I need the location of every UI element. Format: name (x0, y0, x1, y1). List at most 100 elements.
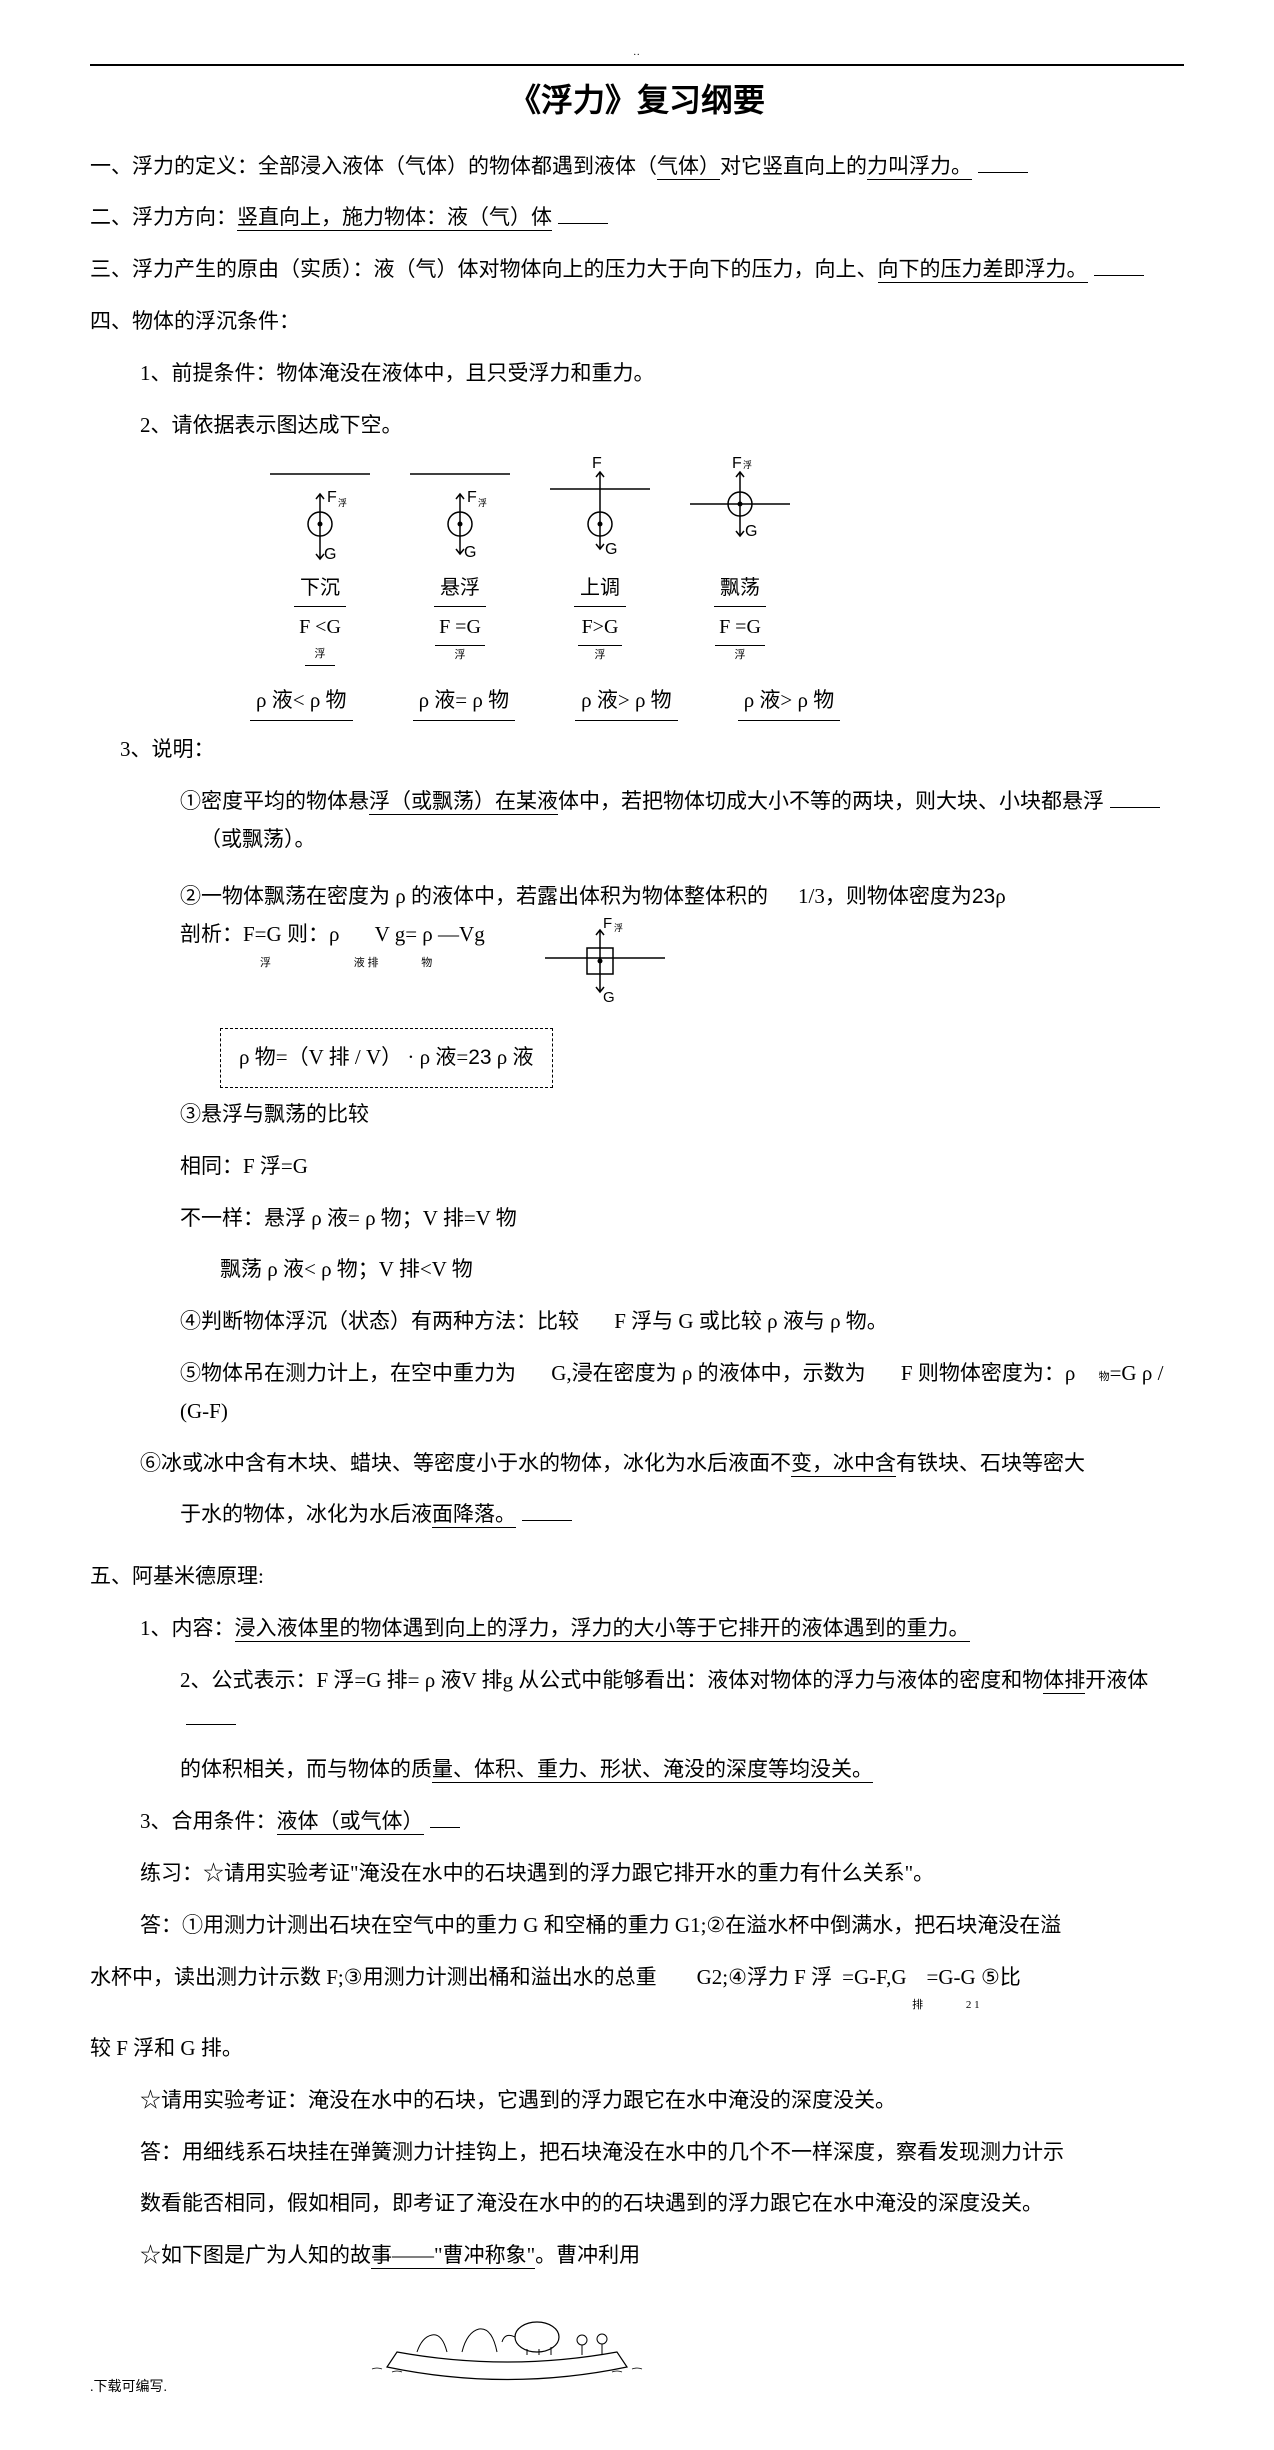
state-label: 悬浮 (434, 570, 486, 607)
section-5-3: 3、合用条件：液体（或气体） (90, 1803, 1184, 1841)
text: ρ (995, 878, 1005, 916)
svg-text:浮: 浮 (478, 497, 487, 508)
rise-svg: F G (550, 454, 650, 564)
text: ρ 液 (492, 1045, 534, 1069)
density-relations: ρ 液< ρ 物 ρ 液= ρ 物 ρ 液> ρ 物 ρ 液> ρ 物 (190, 682, 1184, 721)
note-4: ④判断物体浮沉（状态）有两种方法：比较 F 浮与 G 或比较 ρ 液与 ρ 物。 (90, 1303, 1184, 1341)
underline-text: 竖直向上，施力物体：液（气）体 (237, 205, 552, 231)
diagram-float: F浮 G 飘荡 F =G 浮 (690, 454, 790, 666)
text: 开液体 (1085, 1668, 1148, 1692)
text: 2、公式表示：F 浮=G 排= ρ 液V 排g 从公式中能够看出：液体对物体的浮… (180, 1668, 1043, 1692)
svg-text:F: F (327, 489, 337, 506)
text: 的体积相关，而与物体的质 (180, 1757, 432, 1781)
state-label: 飘荡 (714, 570, 766, 607)
svg-text:G: G (603, 989, 615, 1006)
text: =G ρ / (1110, 1361, 1164, 1385)
text: ⑥冰或冰中含有木块、蜡块、等密度小于水的物体，冰化为水后液面不 (140, 1451, 791, 1475)
text: 2、请依据表示图达成下空。 (140, 407, 403, 445)
underline-text: 浮（或飘荡）在某液 (369, 789, 558, 815)
state-sub: 浮 (595, 646, 606, 666)
svg-text:F: F (592, 455, 602, 472)
underline-text: 向下的压力差即浮 (878, 257, 1046, 283)
text: 体中，若把物体切成大小不等的两块，则大块、小块都悬浮 (558, 789, 1104, 813)
section-4-3: 3、说明： (90, 731, 1184, 769)
answer-1: 答：①用测力计测出石块在空气中的重力 G 和空桶的重力 G1;②在溢水杯中倒满水… (90, 1907, 1184, 1945)
underline-text: 面降落。 (432, 1502, 516, 1528)
svg-text:F: F (467, 489, 477, 506)
blank-underline (1094, 275, 1144, 276)
blank-underline (558, 223, 608, 224)
footer-text: .下载可编写. (90, 2375, 167, 2400)
text: =G-G ⑤比 (927, 1959, 1021, 1997)
text: 剖析：F=G 则：ρ (180, 922, 339, 946)
state-sub: 浮 (455, 646, 466, 666)
underline-text: 液体（或气体） (277, 1809, 424, 1835)
text: 水杯中，读出测力计示数 F;③用测力计测出桶和溢出水的总重 (90, 1959, 657, 2017)
state-sub: 浮 (735, 646, 746, 666)
answer-3: 较 F 浮和 G 排。 (90, 2030, 1184, 2068)
text: F 浮与 G 或比较 ρ 液与 ρ 物。 (614, 1309, 888, 1333)
sub: 2 1 (966, 1999, 980, 2011)
answer-2: 水杯中，读出测力计示数 F;③用测力计测出桶和溢出水的总重 G2;④浮力 F 浮… (90, 1959, 1184, 2017)
page-title: 《浮力》复习纲要 (90, 72, 1184, 130)
caochong-illustration (367, 2297, 647, 2400)
sub: 液 排 (354, 957, 379, 969)
text: 于水的物体，冰化为水后液 (180, 1502, 432, 1526)
svg-text:G: G (464, 544, 476, 561)
blank-underline (522, 1520, 572, 1521)
rho-rel: ρ 液> ρ 物 (738, 682, 841, 721)
answer-4: 答：用细线系石块挂在弹簧测力计挂钩上，把石块淹没在水中的几个不一样深度，察看发现… (90, 2134, 1184, 2172)
text: ρ 物=（V 排 / V） · ρ 液= (239, 1045, 468, 1069)
text: 3、合用条件： (140, 1809, 277, 1833)
note-5: ⑤物体吊在测力计上，在空中重力为 G,浸在密度为 ρ 的液体中，示数为 F 则物… (90, 1355, 1184, 1431)
blank-underline (1110, 807, 1160, 808)
sub: 排 (912, 1999, 923, 2011)
text: =G-F,G (842, 1959, 906, 1997)
section-4-2: 2、请依据表示图达成下空。 (90, 407, 1184, 445)
header-rule (90, 64, 1184, 66)
note-3a: 相同：F 浮=G (90, 1148, 1184, 1186)
diagram-sink: F浮 G 下沉 F <G 浮 (270, 454, 370, 666)
text: F 则物体密度为：ρ (901, 1361, 1075, 1385)
text: ②一物体飘荡在密度为 ρ 的液体中，若露出体积为物体整体积的 (180, 878, 768, 916)
sub: 物 (421, 957, 432, 969)
svg-text:G: G (605, 541, 617, 558)
sub: 浮 (260, 957, 271, 969)
text: (G-F) (180, 1399, 228, 1423)
note-3b: 不一样：悬浮 ρ 液= ρ 物；V 排=V 物 (90, 1200, 1184, 1238)
text: 1/3，则物体密度为 (798, 878, 972, 916)
note-6: ⑥冰或冰中含有木块、蜡块、等密度小于水的物体，冰化为水后液面不变，冰中含有铁块、… (90, 1445, 1184, 1483)
section-5-2: 2、公式表示：F 浮=G 排= ρ 液V 排g 从公式中能够看出：液体对物体的浮… (90, 1662, 1184, 1738)
sink-svg: F浮 G (270, 454, 370, 564)
exercise-1: 练习：☆请用实验考证"淹没在水中的石块遇到的浮力跟它排开水的重力有什么关系"。 (90, 1855, 1184, 1893)
float-svg: F浮 G (690, 454, 790, 564)
text: 三、浮力产生的原由（实质）：液（气）体对物体向上的压力大于向下的压力，向上、 (90, 257, 878, 281)
svg-text:G: G (324, 546, 336, 563)
illustration-svg (367, 2297, 647, 2387)
underline-text: 量、体积、重力、形状、淹没的深度等均没关。 (432, 1757, 873, 1783)
rho-rel: ρ 液< ρ 物 (250, 682, 353, 721)
text: ⑤物体吊在测力计上，在空中重力为 (180, 1361, 516, 1385)
blank-underline (978, 172, 1028, 173)
state-label: 下沉 (294, 570, 346, 607)
blank-underline (186, 1724, 236, 1725)
state-relation: F <G (299, 609, 341, 645)
sub: 物 (1099, 1371, 1110, 1383)
answer-5: 数看能否相同，假如相同，即考证了淹没在水中的的石块遇到的浮力跟它在水中淹没的深度… (90, 2185, 1184, 2223)
svg-text:F: F (732, 455, 742, 472)
state-label: 上调 (574, 570, 626, 607)
section-2: 二、浮力方向：竖直向上，施力物体：液（气）体 (90, 199, 1184, 237)
underline-text: 力叫浮力。 (867, 154, 972, 180)
section-4-1: 1、前提条件：物体淹没在液体中，且只受浮力和重力。 (90, 355, 1184, 393)
underline-text: 力。 (1046, 257, 1088, 283)
diagram-rise: F G 上调 F>G 浮 (550, 454, 650, 666)
dash-box-wrap: ρ 物=（V 排 / V） · ρ 液=23 ρ 液 (90, 1020, 1184, 1096)
blank-underline (430, 1827, 460, 1828)
svg-text:浮: 浮 (743, 459, 752, 470)
underline-text: 体排 (1043, 1668, 1085, 1694)
underline-text: 气体） (657, 154, 720, 180)
text: ☆如下图是广为人知的故 (140, 2243, 371, 2267)
text: 一、浮力的定义：全部浸入液体（气体）的物体都遇到液体（ (90, 154, 657, 178)
svg-text:F: F (603, 916, 612, 932)
suspend-svg: F浮 G (410, 454, 510, 564)
